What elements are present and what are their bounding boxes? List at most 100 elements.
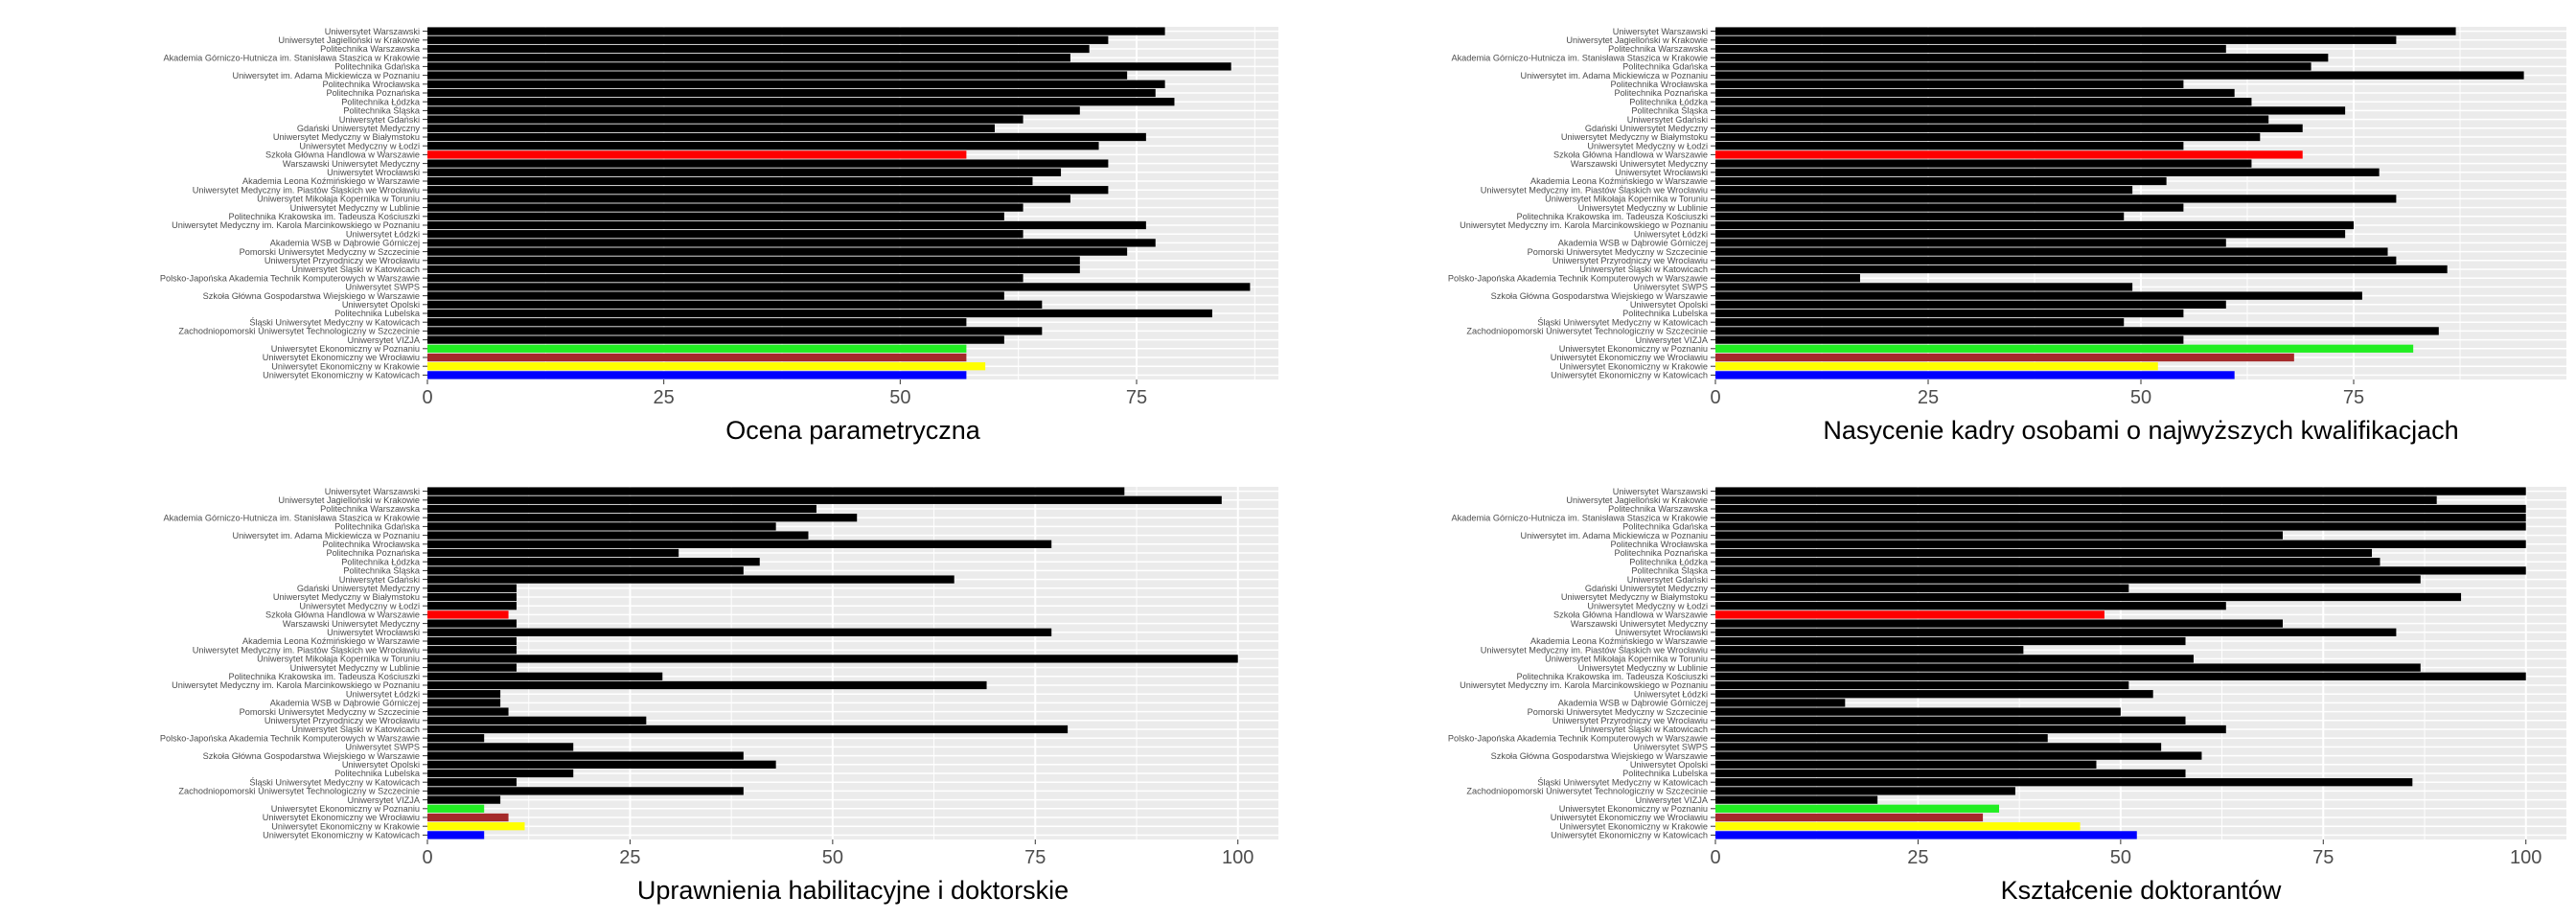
bar: [1715, 44, 2226, 54]
y-tick-label: Szkoła Główna Handlowa w Warszawie: [265, 150, 420, 160]
y-tick-label: Akademia WSB w Dąbrowie Górniczej: [1558, 239, 1708, 248]
bar: [427, 769, 574, 778]
bar: [1715, 724, 2226, 734]
y-tick-label: Politechnika Wrocławska: [1611, 80, 1709, 89]
bar: [1715, 264, 2448, 274]
bar: [1715, 98, 2252, 106]
y-tick-label: Uniwersytet im. Adama Mickiewicza w Pozn…: [232, 71, 420, 80]
bar: [427, 751, 744, 760]
y-tick-label: Uniwersytet Ekonomiczny we Wrocławiu: [263, 813, 420, 822]
y-tick-label: Zachodniopomorski Uniwersytet Technologi…: [178, 327, 420, 336]
bar: [427, 743, 574, 751]
x-tick-label: 75: [1126, 387, 1147, 408]
bar: [1715, 592, 2462, 602]
bar: [427, 804, 485, 813]
y-tick-label: Akademia Górniczo-Hutnicza im. Stanisław…: [1451, 513, 1708, 522]
bar: [427, 230, 1024, 239]
y-tick-label: Uniwersytet Mikołaja Kopernika w Toruniu: [1545, 655, 1708, 664]
bar: [427, 628, 1052, 636]
bar: [1715, 707, 2121, 716]
y-tick-label: Uniwersytet Medyczny im. Karola Marcinko…: [172, 220, 420, 230]
y-tick-label: Akademia Górniczo-Hutnicza im. Stanisław…: [1451, 53, 1708, 62]
bar: [1715, 106, 2346, 115]
bar: [1715, 831, 2137, 840]
y-tick-label: Szkoła Główna Gospodarstwa Wiejskiego w …: [1491, 291, 1708, 301]
y-tick-label: Uniwersytet Jagielloński w Krakowie: [1566, 35, 1708, 45]
y-tick-label: Uniwersytet Ekonomiczny w Krakowie: [271, 821, 420, 831]
bar: [1715, 283, 2133, 291]
x-tick-label: 0: [422, 847, 432, 868]
y-tick-label: Uniwersytet Jagielloński w Krakowie: [1566, 495, 1708, 505]
bar: [427, 716, 647, 724]
y-tick-label: Uniwersytet Warszawski: [325, 487, 420, 496]
bar: [427, 71, 1128, 80]
y-tick-label: Uniwersytet Medyczny w Białymstoku: [1561, 132, 1708, 142]
bar: [427, 566, 744, 575]
y-tick-label: Politechnika Gdańska: [1622, 62, 1709, 72]
bar: [1715, 27, 2456, 35]
y-tick-label: Uniwersytet SWPS: [1633, 743, 1708, 752]
x-tick-label: 50: [822, 847, 843, 868]
bar: [427, 344, 967, 353]
bar: [1715, 35, 2397, 44]
y-tick-label: Politechnika Warszawska: [320, 504, 421, 514]
y-tick-label: Uniwersytet Ekonomiczny w Krakowie: [271, 361, 420, 371]
bar: [427, 813, 509, 822]
y-tick-label: Uniwersytet VIZJA: [347, 335, 420, 345]
y-tick-label: Politechnika Lubelska: [1622, 309, 1709, 318]
y-tick-label: Uniwersytet im. Adama Mickiewicza w Pozn…: [1520, 71, 1708, 80]
bar: [1715, 71, 2524, 80]
y-tick-label: Akademia WSB w Dąbrowie Górniczej: [1558, 699, 1708, 708]
y-tick-label: Gdański Uniwersytet Medyczny: [1585, 124, 1709, 133]
y-tick-label: Śląski Uniwersytet Medyczny w Katowicach: [1537, 316, 1708, 327]
y-tick-label: Warszawski Uniwersytet Medyczny: [1571, 159, 1709, 169]
bar: [1715, 176, 2167, 186]
y-tick-label: Uniwersytet Ekonomiczny w Poznaniu: [1559, 344, 1708, 354]
bar: [427, 335, 1004, 344]
bar: [427, 142, 1099, 150]
bar: [427, 672, 663, 680]
y-tick-label: Uniwersytet Wrocławski: [327, 168, 420, 177]
bar: [427, 699, 501, 707]
x-tick-label: 0: [1710, 847, 1720, 868]
y-tick-label: Politechnika Poznańska: [1614, 548, 1708, 558]
y-tick-label: Politechnika Łódzka: [341, 557, 421, 566]
bar: [1715, 822, 2081, 831]
y-tick-label: Uniwersytet Medyczny w Łodzi: [299, 601, 420, 610]
bar: [427, 495, 1222, 504]
y-tick-label: Politechnika Warszawska: [1608, 44, 1709, 54]
y-tick-label: Uniwersytet Medyczny im. Karola Marcinko…: [1460, 220, 1708, 230]
bar: [427, 309, 1212, 318]
bar: [427, 150, 967, 159]
plot-background: [1715, 487, 2566, 840]
y-tick-label: Pomorski Uniwersytet Medyczny w Szczecin…: [1528, 707, 1708, 717]
bar: [1715, 353, 2294, 362]
y-tick-label: Uniwersytet Ekonomiczny we Wrocławiu: [1551, 353, 1708, 362]
bar: [427, 274, 1024, 283]
bar: [1715, 646, 2024, 655]
y-tick-label: Akademia Leona Koźmińskiego w Warszawie: [1530, 636, 1708, 646]
y-tick-label: Uniwersytet Warszawski: [1613, 27, 1708, 36]
y-tick-label: Uniwersytet Ekonomiczny we Wrocławiu: [263, 353, 420, 362]
bar: [1715, 619, 2283, 628]
bar: [427, 264, 1080, 274]
bar: [427, 734, 485, 743]
bar: [1715, 309, 2184, 318]
y-tick-label: Uniwersytet Opolski: [1630, 760, 1708, 770]
y-tick-label: Szkoła Główna Handlowa w Warszawie: [1553, 150, 1708, 160]
y-tick-label: Gdański Uniwersytet Medyczny: [297, 124, 421, 133]
bar: [1715, 132, 2261, 142]
y-tick-label: Politechnika Lubelska: [334, 309, 421, 318]
bar: [1715, 230, 2346, 239]
y-tick-label: Akademia Leona Koźmińskiego w Warszawie: [1530, 176, 1708, 186]
y-tick-label: Politechnika Śląska: [1631, 105, 1709, 116]
bar: [1715, 159, 2252, 168]
bar: [1715, 672, 2526, 680]
bar: [427, 195, 1070, 203]
bar: [427, 548, 679, 558]
bar: [427, 186, 1109, 195]
bar: [427, 291, 1004, 300]
bar: [1715, 566, 2526, 575]
